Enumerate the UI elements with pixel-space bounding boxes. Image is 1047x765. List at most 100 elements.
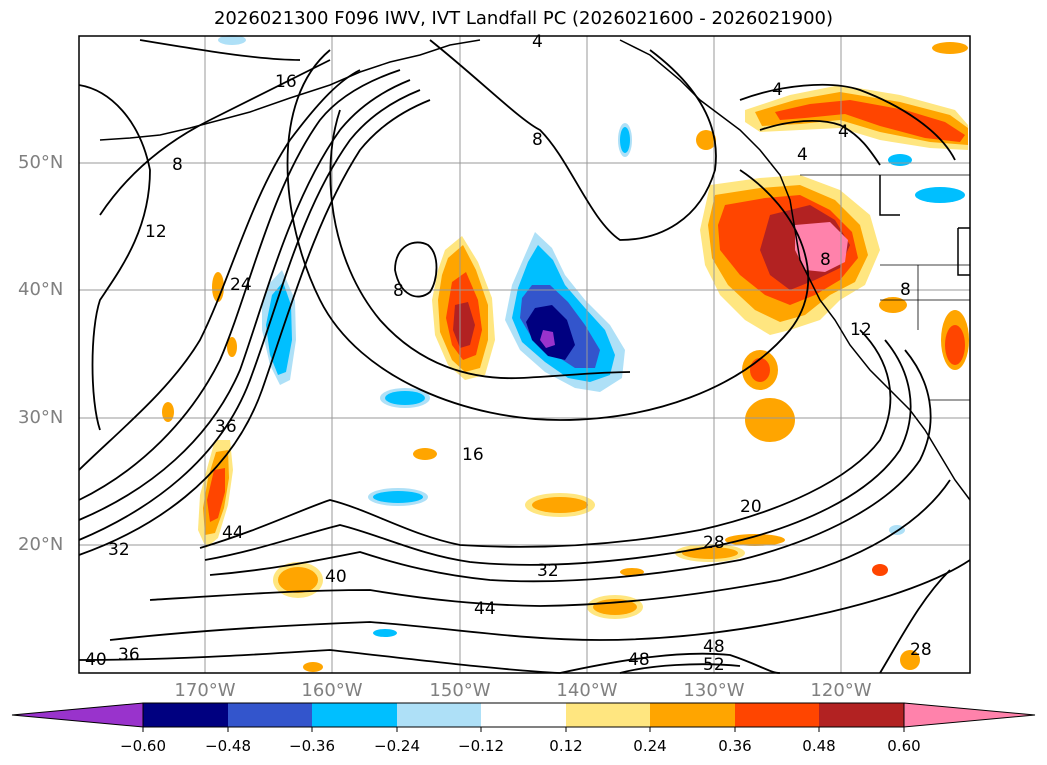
contour-label: 20 bbox=[740, 497, 762, 517]
colorbar-tick-label: 0.12 bbox=[549, 737, 583, 755]
colorbar-tick-label: −0.36 bbox=[289, 737, 335, 755]
contour-label: 4 bbox=[772, 80, 783, 100]
grid-lines bbox=[79, 36, 970, 673]
contour-label: 40 bbox=[325, 567, 347, 587]
colorbar-segment bbox=[143, 703, 228, 727]
positive-shade bbox=[303, 662, 323, 672]
positive-shade bbox=[207, 468, 225, 522]
lat-label: 40°N bbox=[18, 279, 64, 300]
contour-label: 28 bbox=[703, 533, 725, 553]
contour-label: 16 bbox=[462, 445, 484, 465]
coastlines bbox=[99, 39, 971, 501]
contour-labels: 4 4 4 4 8 8 8 8 8 12 12 16 16 20 24 28 3… bbox=[85, 32, 932, 675]
colorbar-segment bbox=[312, 703, 397, 727]
contour-label: 4 bbox=[797, 145, 808, 165]
contour-label: 24 bbox=[230, 275, 252, 295]
positive-shade bbox=[879, 297, 907, 313]
lon-label: 170°W bbox=[174, 680, 236, 701]
contour-label: 48 bbox=[628, 650, 650, 670]
positive-shade bbox=[725, 534, 785, 546]
colorbar-tick-label: 0.48 bbox=[802, 737, 836, 755]
negative-shade bbox=[373, 629, 397, 637]
colorbar-tick-label: 0.24 bbox=[633, 737, 667, 755]
contour-label: 40 bbox=[85, 650, 107, 670]
positive-shade bbox=[696, 130, 716, 150]
colorbar-tick-label: −0.48 bbox=[205, 737, 251, 755]
iwv-contours bbox=[78, 39, 971, 674]
lat-label: 50°N bbox=[18, 152, 64, 173]
colorbar-tick-label: 0.36 bbox=[718, 737, 752, 755]
contour-label: 12 bbox=[145, 222, 167, 242]
positive-shade bbox=[795, 222, 848, 272]
contour-label: 8 bbox=[172, 155, 183, 175]
negative-shade bbox=[373, 491, 423, 503]
negative-shade bbox=[915, 187, 965, 203]
positive-shade bbox=[745, 398, 795, 442]
positive-shade bbox=[278, 567, 318, 593]
colorbar-segment bbox=[228, 703, 312, 727]
contour-label: 4 bbox=[532, 32, 543, 52]
positive-shade bbox=[212, 272, 224, 302]
colorbar-segment bbox=[650, 703, 735, 727]
lat-label: 30°N bbox=[18, 407, 64, 428]
state-borders bbox=[800, 174, 970, 401]
lon-label: 140°W bbox=[556, 680, 618, 701]
contour-label: 4 bbox=[838, 122, 849, 142]
positive-shade bbox=[162, 402, 174, 422]
contour-label: 36 bbox=[118, 645, 140, 665]
contour-label: 8 bbox=[532, 130, 543, 150]
negative-shade bbox=[385, 391, 425, 405]
positive-shade bbox=[872, 564, 888, 576]
colorbar-segment bbox=[397, 703, 481, 727]
contour-label: 28 bbox=[910, 640, 932, 660]
colorbar-extend-left bbox=[11, 702, 144, 728]
negative-shade bbox=[266, 282, 292, 375]
lon-label: 120°W bbox=[810, 680, 872, 701]
contour-label: 16 bbox=[275, 72, 297, 92]
positive-shade bbox=[453, 302, 475, 348]
positive-shade bbox=[532, 497, 588, 513]
negative-shade bbox=[888, 154, 912, 166]
negative-shade bbox=[540, 330, 555, 348]
contour-label: 36 bbox=[215, 417, 237, 437]
negative-shade bbox=[218, 35, 246, 45]
lat-label: 20°N bbox=[18, 534, 64, 555]
contour-label: 8 bbox=[820, 250, 831, 270]
map-background bbox=[79, 36, 970, 673]
contour-label: 44 bbox=[474, 599, 496, 619]
contour-label: 8 bbox=[393, 281, 404, 301]
lon-label: 130°W bbox=[683, 680, 745, 701]
positive-shade bbox=[750, 358, 770, 382]
colorbar-extend-right bbox=[903, 702, 1036, 728]
contour-label: 44 bbox=[222, 523, 244, 543]
positive-shade bbox=[413, 448, 437, 460]
colorbar-segment bbox=[566, 703, 650, 727]
map-title: 2026021300 F096 IWV, IVT Landfall PC (20… bbox=[213, 8, 834, 29]
negative-shade bbox=[620, 127, 630, 153]
contour-label: 32 bbox=[108, 540, 130, 560]
map-frame bbox=[78, 35, 971, 674]
lon-label: 150°W bbox=[429, 680, 491, 701]
colorbar bbox=[11, 702, 1036, 732]
positive-shade bbox=[945, 325, 965, 365]
positive-shade bbox=[227, 337, 237, 357]
colorbar-tick-label: −0.60 bbox=[120, 737, 166, 755]
contour-label: 8 bbox=[900, 280, 911, 300]
positive-shade bbox=[932, 42, 968, 54]
lon-label: 160°W bbox=[301, 680, 363, 701]
colorbar-tick-label: 0.60 bbox=[887, 737, 921, 755]
colorbar-border bbox=[142, 702, 905, 728]
contour-label: 32 bbox=[537, 561, 559, 581]
colorbar-segment bbox=[819, 703, 904, 727]
colorbar-segment bbox=[735, 703, 819, 727]
positive-shade bbox=[900, 650, 920, 670]
colorbar-tick-label: −0.24 bbox=[374, 737, 420, 755]
contour-label: 48 bbox=[703, 637, 725, 657]
contour-label: 52 bbox=[703, 655, 725, 675]
positive-shade bbox=[775, 100, 965, 142]
positive-shade bbox=[620, 568, 644, 576]
colorbar-tick-label: −0.12 bbox=[458, 737, 504, 755]
contour-label: 12 bbox=[850, 320, 872, 340]
pc-shading bbox=[162, 35, 969, 672]
